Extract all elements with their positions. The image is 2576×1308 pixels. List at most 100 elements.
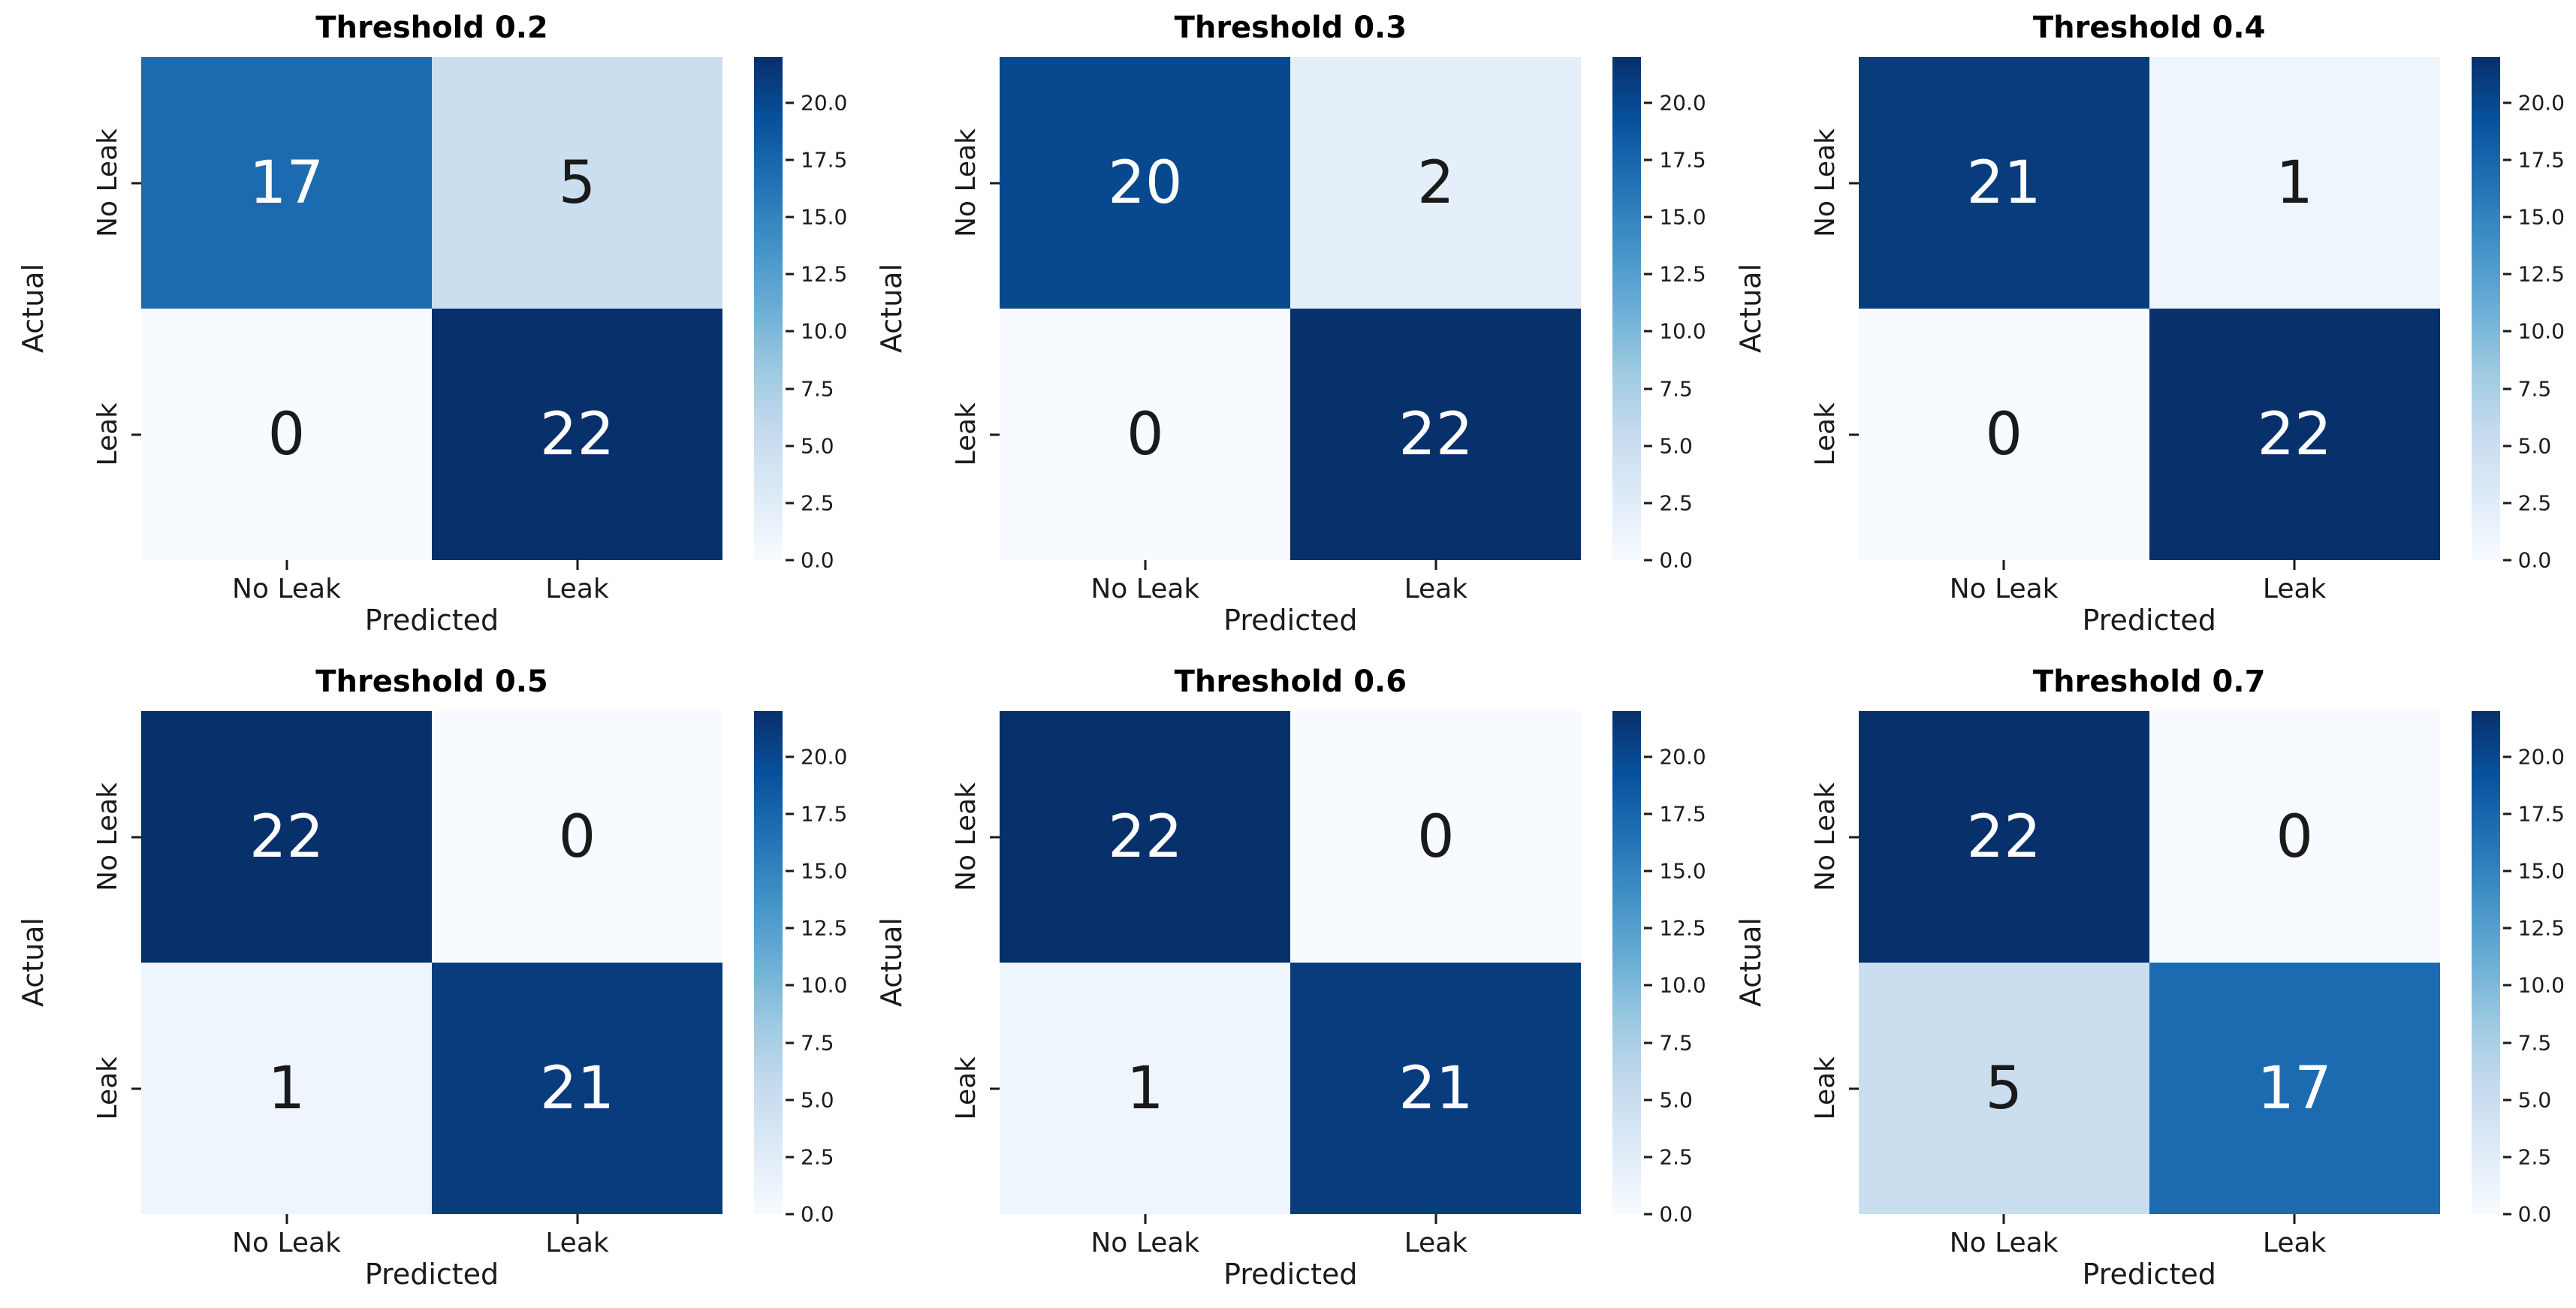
- x-tick-label: Leak: [545, 1228, 609, 1258]
- colorbar-area: 0.0 2.5 5.0 7.5 10.0 12.5 15.0 17.5 20.0: [1612, 711, 1717, 1227]
- colorbar-tick: 2.5: [1644, 1144, 1693, 1169]
- y-axis-label: Actual: [875, 918, 909, 1008]
- y-tick-mark: [990, 836, 1000, 838]
- colorbar-tick-label: 15.0: [2517, 204, 2565, 230]
- cell-value: 0: [1417, 803, 1455, 871]
- y-tick: No Leak: [1784, 711, 1859, 963]
- colorbar-tick-mark: [786, 869, 794, 873]
- y-axis-label-area: Actual: [1718, 711, 1784, 1214]
- matrix-cell: 0: [141, 309, 432, 560]
- colorbar-tick: 5.0: [1644, 1087, 1693, 1112]
- colorbar-tick: 2.5: [2502, 490, 2551, 515]
- x-tick: No Leak: [1000, 1214, 1290, 1258]
- x-tick: Leak: [1290, 560, 1581, 604]
- x-axis-label: Predicted: [364, 604, 499, 637]
- colorbar-tick-mark: [786, 927, 794, 930]
- colorbar-tick-mark: [786, 1041, 794, 1044]
- colorbar-tick-label: 15.0: [1659, 858, 1706, 884]
- colorbar-tick-mark: [786, 101, 794, 104]
- x-tick: Leak: [432, 560, 722, 604]
- colorbar-tick-label: 12.5: [2517, 261, 2565, 287]
- cell-value: 2: [1417, 149, 1455, 217]
- x-tick: No Leak: [1859, 1214, 2149, 1258]
- colorbar-tick-mark: [1644, 927, 1653, 930]
- colorbar-tick: 0.0: [1644, 1202, 1693, 1227]
- colorbar-tick-mark: [1644, 1156, 1653, 1159]
- colorbar-tick: 2.5: [786, 1144, 834, 1169]
- subplot-title: Threshold 0.6: [1174, 665, 1407, 699]
- colorbar-tick: 12.5: [2502, 261, 2565, 287]
- cell-value: 1: [2276, 149, 2313, 217]
- colorbar-tick: 17.5: [1644, 802, 1706, 827]
- x-tick: Leak: [432, 1214, 722, 1258]
- y-tick: No Leak: [66, 57, 141, 309]
- y-tick-label: Leak: [92, 1056, 123, 1120]
- colorbar-tick-label: 20.0: [2517, 90, 2565, 116]
- colorbar-tick-mark: [2502, 330, 2511, 333]
- colorbar-tick-mark: [1644, 1099, 1653, 1102]
- subplot: Threshold 0.3 Actual No Leak Leak 20 2 0 22…: [858, 0, 1717, 654]
- colorbar-tick-label: 12.5: [801, 915, 848, 941]
- y-tick-label: No Leak: [951, 782, 982, 891]
- colorbar-tick: 20.0: [2502, 744, 2565, 769]
- cell-value: 21: [1398, 1054, 1474, 1123]
- y-axis-label-area: Actual: [0, 57, 66, 560]
- y-tick: Leak: [925, 309, 1000, 560]
- x-tick: Leak: [2149, 1214, 2440, 1258]
- x-axis-label: Predicted: [2082, 1258, 2216, 1291]
- matrix-cell: 21: [1858, 57, 2149, 309]
- x-tick-label: No Leak: [1949, 574, 2059, 604]
- x-tick: No Leak: [1859, 560, 2149, 604]
- y-axis-label-area: Actual: [0, 711, 66, 1214]
- colorbar-tick-mark: [1644, 330, 1653, 333]
- x-tick-mark: [576, 1214, 578, 1224]
- cell-value: 0: [1985, 400, 2022, 469]
- colorbar-tick: 20.0: [1644, 90, 1706, 115]
- colorbar-tick-label: 5.0: [1659, 1087, 1693, 1113]
- colorbar-tick-label: 10.0: [2517, 318, 2565, 344]
- colorbar-tick-label: 20.0: [801, 744, 848, 770]
- colorbar-tick-label: 17.5: [1659, 147, 1706, 173]
- cell-value: 22: [2257, 400, 2332, 469]
- matrix-cell: 5: [432, 57, 722, 309]
- colorbar-tick-label: 7.5: [1659, 1030, 1693, 1056]
- colorbar-tick-label: 7.5: [1659, 376, 1693, 402]
- x-tick: Leak: [1290, 1214, 1581, 1258]
- x-tick: No Leak: [141, 560, 432, 604]
- x-tick-label: Leak: [2262, 574, 2327, 604]
- x-tick-label: No Leak: [1090, 1228, 1200, 1258]
- colorbar-tick-mark: [786, 502, 794, 505]
- x-axis-label: Predicted: [1223, 1258, 1358, 1291]
- y-axis-label: Actual: [1733, 264, 1767, 354]
- heatmap-grid: 20 2 0 22: [1000, 57, 1582, 560]
- colorbar-tick-mark: [1644, 559, 1653, 562]
- colorbar-tick: 10.0: [2502, 973, 2565, 998]
- cell-value: 22: [249, 803, 324, 871]
- colorbar-tick-label: 0.0: [2517, 1201, 2552, 1227]
- colorbar-tick: 2.5: [1644, 490, 1693, 515]
- colorbar-tick-mark: [786, 812, 794, 815]
- colorbar-tick: 7.5: [2502, 376, 2551, 401]
- y-axis-ticks: No Leak Leak: [925, 57, 1000, 560]
- colorbar-tick-label: 10.0: [1659, 318, 1706, 344]
- y-tick: Leak: [1784, 309, 1859, 560]
- x-axis-ticks: No Leak Leak: [1859, 560, 2440, 604]
- heatmap-grid: 22 0 5 17: [1858, 711, 2440, 1214]
- colorbar-tick-mark: [786, 984, 794, 987]
- matrix-cell: 22: [432, 309, 722, 560]
- colorbar-tick-mark: [2502, 101, 2511, 104]
- y-tick-label: No Leak: [92, 782, 123, 891]
- cell-value: 5: [558, 149, 596, 217]
- x-tick-mark: [576, 560, 578, 570]
- y-tick-label: Leak: [1809, 1056, 1841, 1120]
- x-tick-mark: [2002, 560, 2005, 570]
- y-tick-mark: [1848, 836, 1859, 838]
- x-tick-mark: [1144, 560, 1147, 570]
- colorbar-area: 0.0 2.5 5.0 7.5 10.0 12.5 15.0 17.5 20.0: [2471, 57, 2576, 573]
- colorbar-tick: 0.0: [2502, 1201, 2552, 1227]
- colorbar-tick-mark: [1644, 215, 1653, 219]
- cell-value: 22: [1966, 803, 2041, 871]
- y-axis-ticks: No Leak Leak: [1784, 57, 1859, 560]
- colorbar-area: 0.0 2.5 5.0 7.5 10.0 12.5 15.0 17.5 20.0: [754, 57, 858, 573]
- matrix-cell: 22: [141, 711, 432, 963]
